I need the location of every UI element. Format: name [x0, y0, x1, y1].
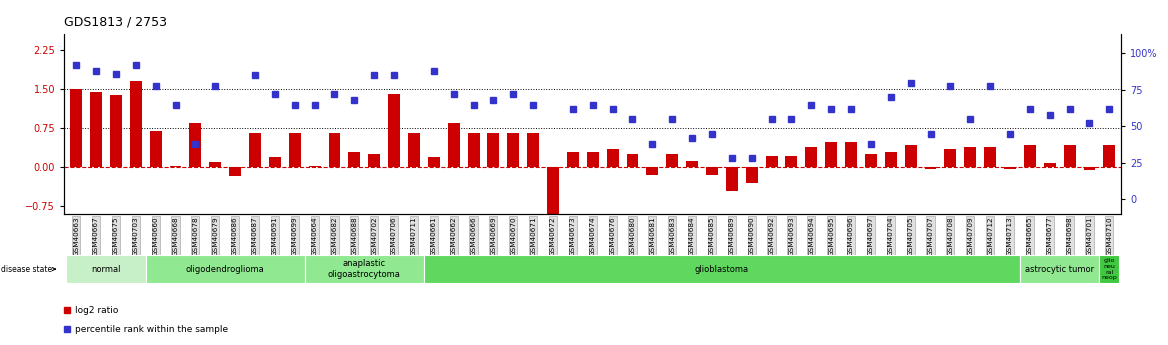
FancyBboxPatch shape — [1020, 255, 1099, 283]
Bar — [169, 166, 181, 167]
Bar — [885, 151, 897, 167]
Bar — [130, 81, 141, 167]
Bar — [447, 123, 460, 167]
Bar — [269, 157, 280, 167]
Bar — [547, 167, 559, 214]
Bar — [646, 167, 659, 175]
Bar — [965, 147, 976, 167]
Text: percentile rank within the sample: percentile rank within the sample — [75, 325, 228, 334]
Bar — [1024, 145, 1036, 167]
Bar — [189, 123, 201, 167]
Text: log2 ratio: log2 ratio — [75, 306, 118, 315]
Bar — [1064, 145, 1076, 167]
Bar — [666, 154, 679, 167]
Bar — [745, 167, 758, 183]
Bar — [368, 154, 380, 167]
Bar — [826, 142, 837, 167]
FancyBboxPatch shape — [1099, 255, 1119, 283]
Bar — [70, 89, 82, 167]
Bar — [249, 133, 260, 167]
Bar — [705, 167, 718, 175]
FancyBboxPatch shape — [424, 255, 1020, 283]
Text: astrocytic tumor: astrocytic tumor — [1026, 265, 1094, 274]
Text: glioblastoma: glioblastoma — [695, 265, 749, 274]
Bar — [865, 154, 877, 167]
Bar — [725, 167, 738, 190]
Bar — [1004, 167, 1016, 169]
Bar — [348, 151, 360, 167]
Bar — [945, 149, 957, 167]
Bar — [985, 147, 996, 167]
Bar — [328, 133, 340, 167]
Bar — [427, 157, 440, 167]
Bar — [1044, 163, 1056, 167]
Bar — [467, 133, 480, 167]
Text: oligodendroglioma: oligodendroglioma — [186, 265, 265, 274]
Bar — [527, 133, 540, 167]
Text: glio
neu
ral
neop: glio neu ral neop — [1101, 258, 1118, 280]
Bar — [308, 166, 320, 167]
Bar — [388, 94, 399, 167]
Text: anaplastic
oligoastrocytoma: anaplastic oligoastrocytoma — [328, 259, 401, 279]
Bar — [786, 156, 798, 167]
Bar — [566, 151, 579, 167]
Bar — [507, 133, 520, 167]
Bar — [586, 151, 599, 167]
Bar — [806, 147, 818, 167]
Bar — [846, 142, 857, 167]
Bar — [288, 133, 300, 167]
Text: normal: normal — [91, 265, 120, 274]
Text: GDS1813 / 2753: GDS1813 / 2753 — [64, 16, 167, 28]
Bar — [408, 133, 420, 167]
Bar — [209, 162, 221, 167]
Bar — [925, 167, 937, 169]
FancyBboxPatch shape — [305, 255, 424, 283]
Bar — [1104, 145, 1115, 167]
Bar — [487, 133, 500, 167]
Bar — [90, 92, 102, 167]
Bar — [150, 131, 161, 167]
FancyBboxPatch shape — [67, 255, 146, 283]
Bar — [765, 156, 778, 167]
Bar — [110, 95, 121, 167]
Text: disease state: disease state — [1, 265, 56, 274]
Bar — [1084, 167, 1096, 170]
Bar — [905, 145, 917, 167]
Bar — [229, 167, 241, 176]
Bar — [606, 149, 619, 167]
FancyBboxPatch shape — [146, 255, 305, 283]
Bar — [686, 161, 698, 167]
Bar — [626, 154, 639, 167]
